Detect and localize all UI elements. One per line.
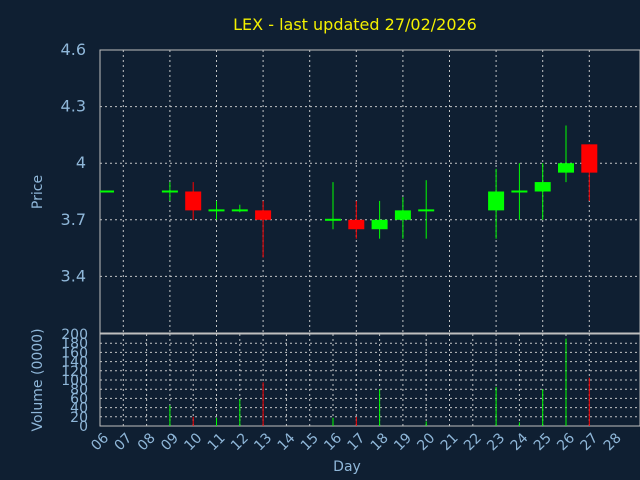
- volume-tick-label: 0: [79, 419, 88, 435]
- day-tick-label: 12: [228, 430, 252, 454]
- day-tick-label: 27: [578, 430, 602, 454]
- day-tick-label: 17: [345, 430, 369, 454]
- day-tick-label: 10: [181, 430, 205, 454]
- candle-body: [581, 144, 598, 173]
- day-tick-label: 21: [438, 430, 462, 454]
- day-tick-label: 18: [368, 430, 392, 454]
- price-plot-frame: [99, 49, 640, 334]
- price-tick-label: 3.7: [61, 210, 86, 229]
- day-tick-label: 11: [205, 430, 229, 454]
- price-tick-label: 3.4: [61, 266, 86, 285]
- day-tick-label: 23: [484, 430, 508, 454]
- day-tick-label: 14: [275, 430, 299, 454]
- volume-tick-label: 160: [61, 345, 88, 361]
- volume-axis-label: Volume (0000): [30, 328, 46, 431]
- volume-tick-label: 180: [61, 336, 88, 352]
- volume-tick-label: 140: [61, 355, 88, 371]
- day-tick-label: 13: [251, 430, 275, 454]
- candle-body: [534, 182, 551, 192]
- candle-body: [511, 190, 528, 193]
- volume-plot-frame: [99, 333, 640, 427]
- day-tick-label: 06: [88, 430, 112, 454]
- candle-body: [488, 191, 505, 211]
- price-panel: 3.4 3.7 4 4.3 4.6 Price: [30, 40, 640, 334]
- candle-body: [348, 219, 365, 230]
- candle-body: [185, 191, 202, 211]
- day-tick-label: 16: [321, 430, 345, 454]
- candle-body: [371, 219, 388, 230]
- candle-body: [161, 190, 178, 193]
- chart-title: LEX - last updated 27/02/2026: [233, 15, 477, 34]
- price-axis-label: Price: [30, 175, 46, 209]
- candle-body: [255, 210, 272, 220]
- candle-body: [418, 209, 435, 212]
- day-tick-label: 15: [298, 430, 322, 454]
- day-tick-label: 19: [391, 430, 415, 454]
- day-tick-label: 26: [554, 430, 578, 454]
- candle-body: [208, 209, 225, 212]
- candle-body: [558, 163, 574, 173]
- day-tick-label: 07: [112, 430, 136, 454]
- volume-tick-label: 200: [61, 327, 88, 343]
- candle-body: [394, 210, 411, 220]
- volume-tick-label: 60: [70, 391, 88, 407]
- price-tick-label: 4: [76, 153, 86, 172]
- day-tick-label: 20: [414, 430, 438, 454]
- day-tick-label: 25: [531, 430, 555, 454]
- volume-tick-label: 40: [70, 401, 88, 417]
- candle-body: [231, 209, 248, 212]
- day-tick-label: 24: [508, 430, 532, 454]
- price-tick-label: 4.3: [61, 97, 86, 116]
- day-tick-label: 08: [135, 430, 159, 454]
- volume-tick-label: 120: [61, 364, 88, 380]
- day-tick-label: 09: [158, 430, 182, 454]
- price-tick-label: 4.6: [61, 40, 86, 59]
- volume-tick-label: 80: [70, 382, 88, 398]
- day-axis-label: Day: [333, 459, 361, 475]
- day-tick-label: 22: [461, 430, 485, 454]
- volume-tick-label: 20: [70, 410, 88, 426]
- candle-body: [100, 190, 114, 193]
- day-tick-label: 28: [601, 430, 625, 454]
- volume-tick-label: 100: [61, 373, 88, 389]
- candle-body: [325, 218, 341, 221]
